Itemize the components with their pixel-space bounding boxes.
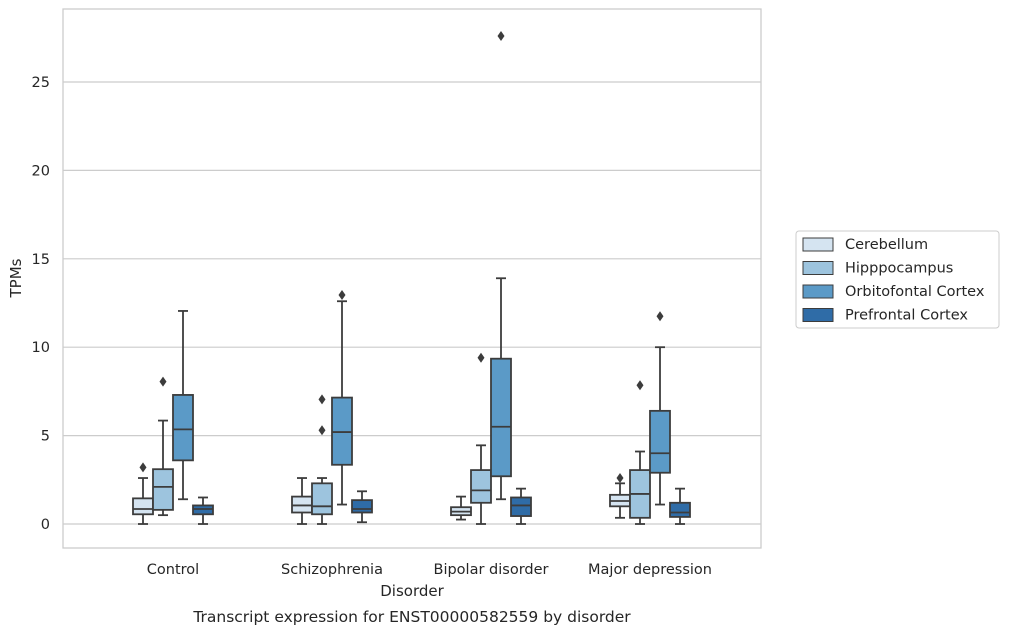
box <box>152 468 174 511</box>
x-tick-label: Control <box>147 562 199 578</box>
y-tick-label: 20 <box>32 163 50 179</box>
x-axis-label: Disorder <box>380 582 444 600</box>
legend-label: Orbitofontal Cortex <box>845 284 985 300</box>
outlier-point <box>497 31 505 42</box>
y-tick-label: 10 <box>32 340 50 356</box>
box <box>649 409 671 474</box>
legend-label: Cerebellum <box>845 237 928 253</box>
outlier-point <box>477 352 485 363</box>
series-prefrontal-cortex <box>192 487 691 525</box>
plot-frame <box>62 8 762 549</box>
legend-swatch <box>802 308 834 322</box>
y-tick-label: 0 <box>41 517 50 533</box>
outlier-point <box>636 380 644 391</box>
box <box>311 482 333 516</box>
outlier-point <box>656 311 664 322</box>
legend: Cerebellum Hipppocampus Orbitofontal Corte… <box>795 230 1000 329</box>
box <box>470 469 492 504</box>
y-axis-label: TPMs <box>7 258 25 298</box>
box <box>132 497 154 516</box>
legend-label: Prefrontal Cortex <box>845 308 968 324</box>
x-tick-label: Major depression <box>588 562 712 578</box>
series-orbitofontal-cortex <box>172 31 671 506</box>
outlier-point <box>338 290 346 301</box>
legend-label: Hipppocampus <box>845 261 953 277</box>
chart-title: Transcript expression for ENST0000058255… <box>192 608 631 626</box>
series-hipppocampus <box>152 352 651 525</box>
box <box>172 394 194 462</box>
box <box>351 499 373 514</box>
legend-frame <box>795 230 1000 329</box>
x-tick-label: Bipolar disorder <box>434 562 549 578</box>
outlier-point <box>139 462 147 473</box>
y-tick-label: 5 <box>41 429 50 445</box>
box <box>669 501 691 518</box>
legend-swatch <box>802 261 834 275</box>
box <box>490 357 512 478</box>
x-tick-label: Schizophrenia <box>281 562 383 578</box>
box-plots <box>132 31 691 525</box>
outlier-point <box>159 376 167 387</box>
x-axis-ticks: Control Schizophrenia Bipolar disorder Majo… <box>147 562 712 578</box>
outlier-point <box>616 473 624 484</box>
outlier-point <box>318 394 326 405</box>
y-axis-ticks: 0 5 10 15 20 25 <box>32 75 50 533</box>
y-tick-label: 15 <box>32 252 50 268</box>
y-tick-label: 25 <box>32 75 50 91</box>
legend-swatch <box>802 237 834 252</box>
outlier-point <box>318 425 326 436</box>
box <box>510 496 532 517</box>
legend-swatch <box>802 284 834 299</box>
